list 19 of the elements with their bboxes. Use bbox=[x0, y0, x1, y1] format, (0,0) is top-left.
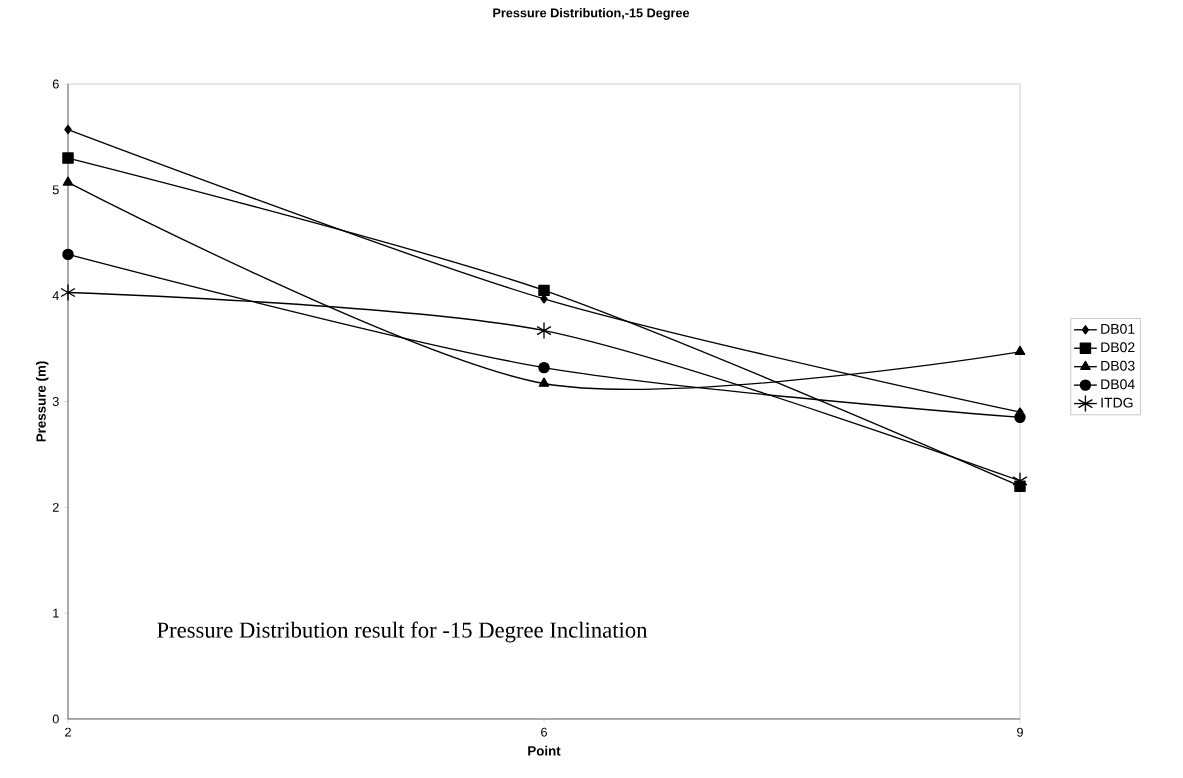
legend-label: DB02 bbox=[1101, 342, 1135, 353]
y-tick-label: 6 bbox=[52, 79, 59, 89]
x-axis-title: Point bbox=[528, 745, 561, 756]
y-tick-label: 2 bbox=[52, 502, 59, 512]
legend-label: ITDG bbox=[1101, 397, 1133, 408]
legend-label: DB01 bbox=[1101, 323, 1135, 334]
x-tick-label: 9 bbox=[1017, 727, 1023, 737]
legend-label: DB04 bbox=[1101, 379, 1135, 390]
y-tick-label: 0 bbox=[52, 714, 59, 724]
x-tick-label: 6 bbox=[541, 727, 547, 737]
y-tick-label: 4 bbox=[52, 291, 59, 301]
y-axis-title: Pressure (m) bbox=[36, 361, 49, 442]
y-tick-label: 5 bbox=[52, 185, 59, 195]
x-tick-label: 2 bbox=[65, 727, 71, 737]
y-tick-label: 1 bbox=[53, 608, 59, 618]
y-tick-label: 3 bbox=[52, 397, 59, 406]
legend-label: DB03 bbox=[1101, 360, 1135, 371]
annotation: Pressure Distribution result for -15 Degree Inclination bbox=[157, 621, 648, 643]
chart-title: Pressure Distribution,-15 Degree bbox=[493, 8, 690, 20]
